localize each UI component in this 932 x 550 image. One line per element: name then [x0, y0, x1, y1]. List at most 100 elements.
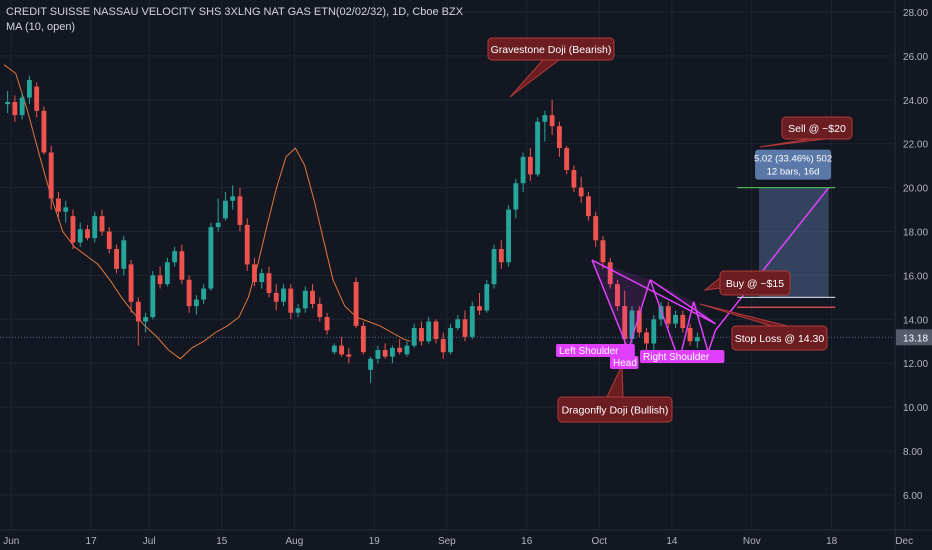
candle-body [542, 115, 548, 122]
candle-body [208, 227, 214, 289]
candle-body [237, 196, 243, 225]
candle-body [302, 290, 308, 309]
right-shoulder-label: Right Shoulder [643, 352, 710, 363]
pattern-line [714, 187, 830, 331]
candle-body [186, 279, 192, 307]
candle-body [63, 207, 69, 212]
dragonfly-doji-callout-box [557, 396, 673, 423]
sell-callout-pointer [759, 138, 826, 148]
candle-body [157, 275, 163, 285]
candle-body [564, 148, 570, 171]
buy-callout-box [719, 270, 791, 296]
x-tick-label: Jun [3, 536, 19, 547]
gravestone-doji-callout-pointer [509, 59, 561, 98]
candle-body [571, 170, 577, 188]
candle-body [26, 80, 32, 98]
right-shoulder-label-box [640, 350, 725, 363]
candle-body [128, 264, 134, 302]
y-tick-label: 16.00 [903, 271, 928, 282]
dragonfly-doji-callout-text: Dragonfly Doji (Bullish) [562, 405, 669, 417]
candle-body [535, 121, 541, 175]
candle-body [201, 288, 207, 300]
pattern-line [707, 330, 717, 353]
candle-body [230, 196, 236, 201]
candle-body [586, 196, 591, 217]
left-shoulder-label: Left Shoulder [559, 346, 619, 357]
sell-callout-box [781, 116, 853, 140]
candle-body [477, 306, 482, 311]
candle-body [77, 229, 83, 243]
candle-body [41, 110, 47, 153]
pattern-line [591, 259, 716, 325]
candle-body [527, 156, 533, 175]
y-tick-label: 12.00 [903, 359, 928, 370]
candle-body [288, 288, 294, 313]
candle-body [491, 249, 497, 285]
stop-loss-callout-text: Stop Loss @ 14.30 [735, 333, 825, 345]
candle-body [295, 308, 301, 313]
candle-body [513, 183, 519, 210]
x-tick-label: Oct [592, 536, 608, 547]
candle-body [680, 314, 686, 329]
x-tick-label: Jul [143, 536, 156, 547]
pattern-line [591, 259, 630, 351]
candle-body [317, 303, 323, 318]
candle-body [448, 328, 453, 353]
sell-callout-text: Sell @ ~$20 [788, 123, 846, 135]
candle-body [665, 306, 671, 324]
moving-average-line [3, 64, 411, 360]
last-price-text: 13.18 [903, 333, 928, 344]
candle-body [353, 281, 359, 326]
candle-body [651, 319, 657, 344]
candle-body [615, 284, 620, 307]
candle-body [462, 319, 468, 337]
candle-body [629, 310, 635, 340]
candle-body [506, 209, 511, 263]
candle-body [658, 306, 664, 320]
candle-body [360, 325, 366, 353]
pattern-line [649, 279, 716, 325]
candle-body [600, 240, 606, 263]
candle-body [164, 262, 170, 285]
candle-body [179, 251, 185, 280]
candle-body [114, 249, 119, 269]
candle-body [426, 321, 432, 342]
gravestone-doji-callout-box [487, 37, 615, 61]
candle-body [85, 229, 90, 239]
candle-body [484, 284, 490, 311]
candle-body [520, 156, 526, 184]
candle-body [310, 290, 315, 304]
candle-body [56, 198, 61, 212]
y-tick-label: 18.00 [903, 228, 928, 239]
y-tick-label: 20.00 [903, 184, 928, 195]
candle-body [673, 314, 678, 324]
y-tick-label: 10.00 [903, 403, 928, 414]
y-tick-label: 14.00 [903, 315, 928, 326]
candle-body [34, 86, 40, 111]
head-label-box [610, 356, 639, 369]
last-price-tag [896, 329, 932, 346]
candle-body [223, 200, 228, 219]
candle-body [368, 358, 374, 370]
chart-title: CREDIT SUISSE NASSAU VELOCITY SHS 3XLNG … [6, 6, 464, 18]
candle-body [455, 319, 461, 329]
target-label-line2: 12 bars, 16d [767, 167, 820, 178]
y-tick-label: 6.00 [903, 491, 923, 502]
buy-callout-text: Buy @ ~$15 [726, 278, 784, 290]
candle-body [346, 354, 352, 357]
candle-body [12, 101, 18, 116]
candle-body [622, 306, 628, 340]
candle-body [215, 222, 221, 228]
candle-body [440, 339, 446, 353]
x-tick-label: 14 [666, 536, 678, 547]
x-tick-label: 17 [86, 536, 98, 547]
candle-body [99, 216, 105, 232]
candle-body [375, 350, 381, 359]
candle-body [636, 310, 642, 333]
candle-body [397, 347, 403, 353]
candle-body [404, 345, 410, 355]
candle-body [382, 350, 388, 357]
candle-body [70, 216, 76, 243]
